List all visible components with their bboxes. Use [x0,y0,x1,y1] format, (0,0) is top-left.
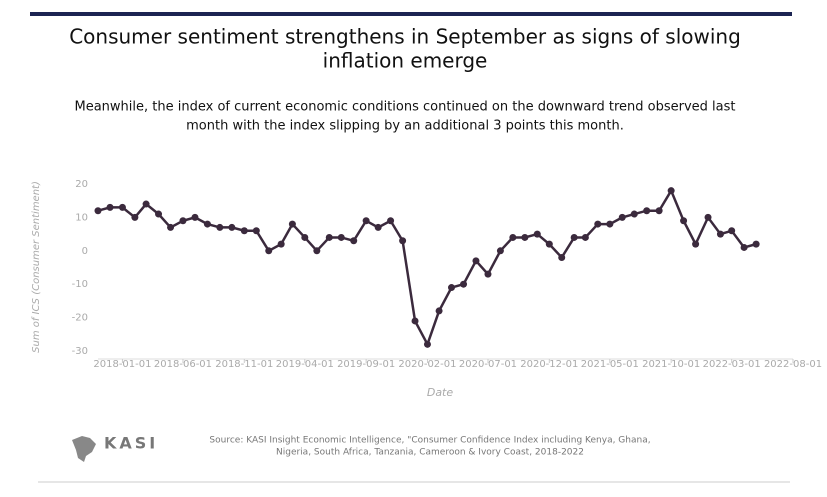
x-tick-label: 2020-02-01 [398,359,456,370]
point [581,233,589,241]
point [423,340,431,348]
point [496,247,504,255]
y-tick-label: -20 [72,313,88,324]
point [509,233,517,241]
point [399,237,407,245]
x-tick-label: 2021-10-01 [642,359,700,370]
point [728,227,736,235]
point [203,220,211,228]
x-tick-label: 2021-05-01 [581,359,639,370]
y-axis-label: Sum of ICS (Consumer Sentiment) [31,181,42,353]
point [350,237,358,245]
x-tick-label: 2018-01-01 [93,359,151,370]
point [680,217,688,225]
source: Nigeria, South Africa, Tanzania, Cameroo… [276,448,584,458]
point [131,213,139,221]
x-axis-label: Date [427,386,454,399]
point [228,223,236,231]
logo: KASI [72,434,158,462]
chart-title: inflation emerge [323,49,488,73]
point [142,200,150,208]
x-tick-label: 2020-12-01 [520,359,578,370]
point [374,223,382,231]
point [411,317,419,325]
point [252,227,260,235]
point [216,223,224,231]
source: Source: KASI Insight Economic Intelligen… [209,436,650,446]
point [240,227,248,235]
point [630,210,638,218]
y-tick-label: 0 [82,246,88,257]
x-tick-label: 2022-08-01 [764,359,822,370]
logo-text: KASI [104,434,158,453]
point [301,233,309,241]
point [558,253,566,261]
point [533,230,541,238]
point [704,213,712,221]
point [337,233,345,241]
point [716,230,724,238]
x-tick-label: 2018-06-01 [154,359,212,370]
point [325,233,333,241]
point [692,240,700,248]
point [521,233,529,241]
logo-icon [72,436,96,462]
y-tick-label: 10 [75,212,88,223]
y-tick-label: 20 [75,179,88,190]
point [106,203,114,211]
point [643,207,651,215]
point [448,284,456,292]
point [118,203,126,211]
point [277,240,285,248]
x-tick-label: 2018-11-01 [215,359,273,370]
x-tick-label: 2020-07-01 [459,359,517,370]
x-tick-label: 2019-09-01 [337,359,395,370]
chart-subtitle: month with the index slipping by an addi… [186,119,624,134]
point [460,280,468,288]
point [191,213,199,221]
point [313,247,321,255]
point [288,220,296,228]
point [618,213,626,221]
chart-title: Consumer sentiment strengthens in Septem… [69,25,741,49]
y-tick-label: -10 [72,279,88,290]
point [94,207,102,215]
point [484,270,492,278]
point [179,217,187,225]
point [167,223,175,231]
point [265,247,273,255]
point [435,307,443,315]
point [362,217,370,225]
point [570,233,578,241]
chart-subtitle: Meanwhile, the index of current economic… [75,100,736,115]
point [594,220,602,228]
point [387,217,395,225]
point [752,240,760,248]
x-tick-label: 2022-03-01 [703,359,761,370]
point [472,257,480,265]
point [740,243,748,251]
point [606,220,614,228]
point [155,210,163,218]
y-tick-label: -30 [72,346,88,357]
point [667,187,675,195]
top-rule [30,12,792,16]
point [545,240,553,248]
x-tick-label: 2019-04-01 [276,359,334,370]
point [655,207,663,215]
